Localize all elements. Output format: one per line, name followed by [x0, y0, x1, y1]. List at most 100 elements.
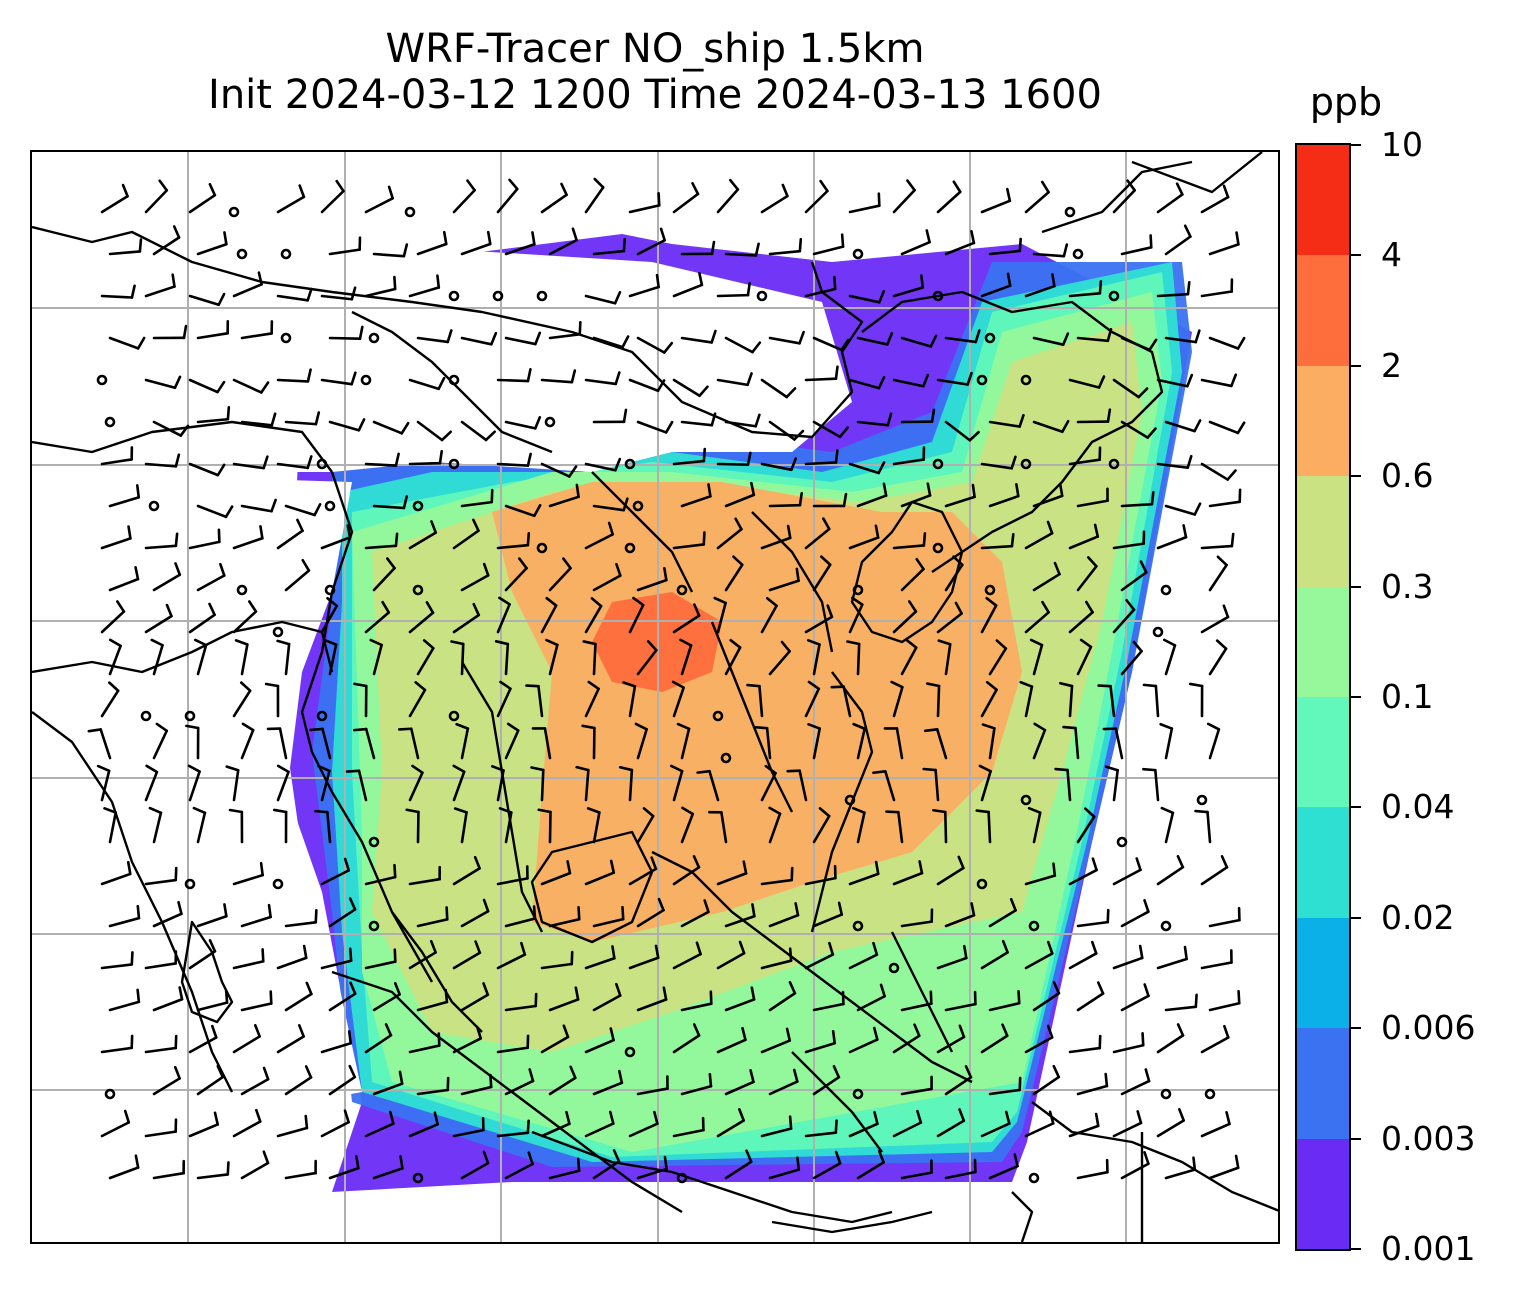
calm-wind-circle	[1152, 626, 1164, 638]
wind-barb-shaft	[935, 728, 948, 760]
wind-barb-flag	[877, 376, 886, 390]
wind-barb-shaft	[460, 993, 490, 1012]
wind-barb-flag	[693, 603, 701, 617]
wind-barb-flag	[922, 373, 930, 388]
wind-barb-flag	[1194, 809, 1209, 814]
wind-barb-shaft	[364, 727, 376, 760]
wind-barb-shaft	[768, 249, 802, 256]
wind-barb-flag	[754, 413, 761, 428]
calm-wind-circle	[844, 794, 856, 806]
wind-barb-shaft	[1200, 195, 1230, 214]
wind-barb-flag	[384, 1023, 393, 1037]
wind-barb-shaft	[537, 684, 544, 718]
wind-barb-shaft	[584, 186, 605, 214]
wind-barb-shaft	[848, 603, 864, 634]
wind-barb-shaft	[232, 1120, 262, 1138]
wind-barb-flag	[840, 233, 845, 248]
wind-barb-flag	[798, 330, 805, 345]
wind-barb-flag	[566, 860, 572, 875]
wind-barb-shaft	[856, 1161, 885, 1180]
wind-barb-shaft	[1032, 1075, 1061, 1096]
wind-barb-shaft	[1114, 727, 1124, 760]
wind-barb-shaft	[1156, 378, 1189, 388]
calm-wind-circle	[324, 500, 336, 512]
wind-barb-shaft	[848, 204, 881, 214]
wind-barb-shaft	[320, 869, 351, 886]
wind-barb-shaft	[980, 688, 998, 718]
wind-barb-flag	[851, 596, 864, 606]
wind-barb-flag	[1093, 523, 1100, 538]
wind-barb-flag	[259, 381, 270, 394]
wind-barb-flag	[211, 1024, 218, 1039]
wind-barb-shaft	[1154, 684, 1160, 718]
wind-barb-shaft	[1076, 1170, 1109, 1180]
wind-barb-flag	[442, 230, 448, 246]
wind-barb-shaft	[232, 873, 264, 886]
wind-barb-flag	[995, 639, 1008, 650]
wind-barb-flag	[103, 806, 118, 814]
calm-wind-circle	[544, 416, 556, 428]
wind-barb-flag	[136, 336, 146, 350]
coastline-segment	[1031, 1101, 1278, 1212]
wind-barb-flag	[219, 562, 226, 577]
wind-barb-shaft	[276, 195, 306, 214]
wind-barb-flag	[226, 406, 231, 421]
wind-barb-shaft	[188, 1123, 219, 1138]
wind-barb-shaft	[188, 294, 220, 307]
wind-barb-shaft	[240, 332, 273, 340]
coastline-segment	[460, 661, 544, 933]
wind-barb-flag	[877, 461, 886, 475]
wind-barb-shaft	[416, 646, 435, 676]
wind-barb-shaft	[628, 685, 637, 718]
wind-barb-flag	[1162, 638, 1177, 647]
wind-barb-shaft	[724, 493, 756, 508]
wind-barb-flag	[978, 764, 992, 773]
wind-barb-flag	[669, 764, 684, 773]
wind-barb-shaft	[188, 540, 221, 550]
colorbar-tick-label: 10	[1381, 125, 1423, 164]
wind-barb-shaft	[196, 504, 228, 519]
wind-barb-shaft	[320, 1120, 350, 1138]
wind-barb-flag	[746, 683, 761, 688]
wind-barb-shaft	[364, 544, 398, 550]
wind-barb-flag	[193, 638, 208, 647]
wind-barb-flag	[270, 498, 277, 513]
wind-barb-flag	[575, 483, 580, 499]
wind-barb-flag	[394, 452, 400, 467]
wind-barb-shaft	[760, 1127, 793, 1138]
wind-barb-shaft	[196, 331, 229, 340]
wind-barb-shaft	[1200, 462, 1229, 481]
wind-barb-shaft	[584, 462, 617, 472]
wind-barb-shaft	[372, 643, 383, 676]
wind-barb-flag	[234, 639, 249, 646]
wind-barb-shaft	[936, 956, 968, 970]
wind-barb-flag	[657, 192, 661, 207]
wind-barb-shaft	[460, 727, 470, 760]
wind-barb-shaft	[108, 644, 122, 676]
wind-barb-flag	[807, 680, 821, 691]
wind-barb-flag	[663, 567, 668, 582]
wind-barb-shaft	[328, 248, 361, 256]
colorbar-segment	[1297, 586, 1349, 697]
wind-barb-shaft	[848, 378, 881, 390]
wind-barb-shaft	[196, 811, 207, 844]
wind-barb-shaft	[276, 1035, 305, 1054]
wind-barb-flag	[298, 184, 306, 199]
wind-barb-shaft	[636, 1167, 668, 1180]
wind-barb-shaft	[936, 378, 969, 386]
calm-wind-circle	[236, 248, 248, 260]
calm-wind-circle	[1020, 794, 1032, 806]
calm-wind-circle	[1108, 290, 1120, 302]
wind-barb-shaft	[1032, 991, 1061, 1012]
wind-barb-flag	[474, 940, 482, 955]
wind-barb-shaft	[672, 378, 701, 398]
calm-wind-circle	[536, 290, 548, 302]
wind-barb-shaft	[936, 612, 963, 634]
wind-barb-shaft	[240, 1002, 273, 1012]
wind-barb-shaft	[108, 577, 140, 592]
wind-barb-shaft	[364, 462, 398, 467]
wind-barb-shaft	[496, 543, 530, 550]
coastline-segment	[890, 931, 954, 1053]
wind-barb-shaft	[276, 529, 304, 550]
wind-barb-shaft	[1120, 1162, 1150, 1180]
